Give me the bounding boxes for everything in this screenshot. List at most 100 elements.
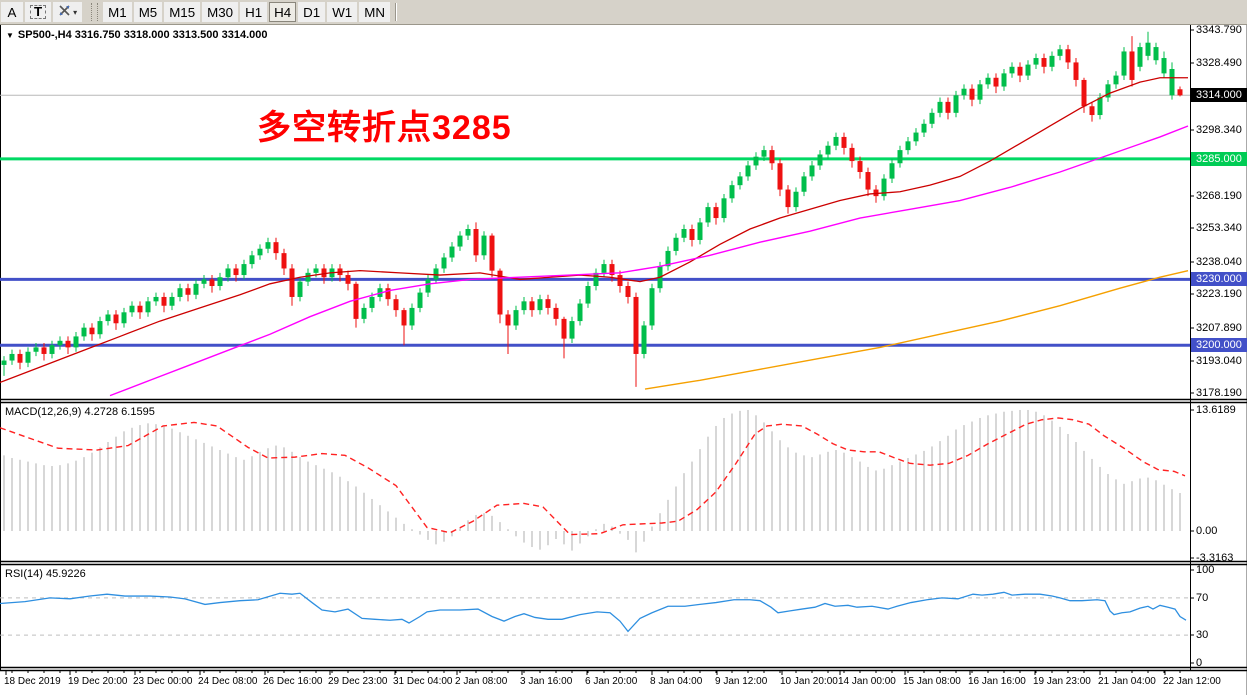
candle-body[interactable] <box>1041 58 1047 67</box>
candle-body[interactable] <box>121 312 127 324</box>
candle-body[interactable] <box>689 229 695 240</box>
candle-body[interactable] <box>233 268 239 276</box>
timeframe-button-m1[interactable]: M1 <box>103 2 132 22</box>
candle-body[interactable] <box>89 327 95 335</box>
candle-body[interactable] <box>961 88 967 96</box>
candle-body[interactable] <box>1105 84 1111 98</box>
candle-body[interactable] <box>705 207 711 223</box>
candle-body[interactable] <box>609 264 615 276</box>
candle-body[interactable] <box>873 189 879 197</box>
candle-body[interactable] <box>921 123 927 133</box>
candle-body[interactable] <box>1121 51 1127 76</box>
candle-body[interactable] <box>729 185 735 199</box>
candle-body[interactable] <box>545 299 551 308</box>
candle-body[interactable] <box>1081 79 1087 107</box>
candle-body[interactable] <box>561 318 567 339</box>
candle-body[interactable] <box>113 314 119 324</box>
candle-body[interactable] <box>521 301 527 311</box>
candle-body[interactable] <box>145 301 151 313</box>
candle-body[interactable] <box>1153 47 1159 61</box>
candle-body[interactable] <box>713 207 719 219</box>
candle-body[interactable] <box>681 229 687 238</box>
timeframe-button-w1[interactable]: W1 <box>327 2 358 22</box>
candle-body[interactable] <box>1033 58 1039 65</box>
candle-body[interactable] <box>649 288 655 326</box>
candle-body[interactable] <box>465 229 471 236</box>
candle-body[interactable] <box>825 145 831 155</box>
candle-body[interactable] <box>969 88 975 100</box>
candle-body[interactable] <box>1169 68 1175 96</box>
candle-body[interactable] <box>617 275 623 287</box>
candle-body[interactable] <box>505 314 511 326</box>
candle-body[interactable] <box>777 163 783 190</box>
candle-body[interactable] <box>433 268 439 280</box>
timeframe-button-h4[interactable]: H4 <box>269 2 297 22</box>
candle-body[interactable] <box>585 286 591 304</box>
candle-body[interactable] <box>345 275 351 284</box>
candle-body[interactable] <box>577 303 583 322</box>
candle-body[interactable] <box>249 255 255 265</box>
candle-body[interactable] <box>313 268 319 273</box>
candle-body[interactable] <box>553 307 559 319</box>
candle-body[interactable] <box>833 136 839 146</box>
candle-body[interactable] <box>513 310 519 326</box>
candle-body[interactable] <box>409 307 415 326</box>
candle-body[interactable] <box>361 307 367 319</box>
candle-body[interactable] <box>673 237 679 251</box>
candle-body[interactable] <box>441 257 447 269</box>
timeframe-button-mn[interactable]: MN <box>359 2 390 22</box>
symbol-dropdown-icon[interactable]: ▼ <box>6 31 14 40</box>
candle-body[interactable] <box>473 229 479 256</box>
candle-body[interactable] <box>1017 66 1023 76</box>
candle-body[interactable] <box>881 178 887 197</box>
candle-body[interactable] <box>265 242 271 249</box>
candle-body[interactable] <box>697 222 703 240</box>
candle-body[interactable] <box>225 268 231 278</box>
candle-body[interactable] <box>201 279 207 284</box>
candle-body[interactable] <box>273 242 279 254</box>
candle-body[interactable] <box>241 264 247 276</box>
candle-body[interactable] <box>1129 51 1135 80</box>
candle-body[interactable] <box>889 163 895 179</box>
candle-body[interactable] <box>945 101 951 113</box>
timeframe-button-h1[interactable]: H1 <box>240 2 268 22</box>
candle-body[interactable] <box>801 176 807 192</box>
candle-body[interactable] <box>73 336 79 348</box>
candle-body[interactable] <box>81 327 87 337</box>
candle-body[interactable] <box>1161 58 1167 74</box>
candle-body[interactable] <box>1113 75 1119 85</box>
candle-body[interactable] <box>401 310 407 326</box>
candle-body[interactable] <box>929 112 935 124</box>
candle-body[interactable] <box>985 77 991 85</box>
candle-body[interactable] <box>953 95 959 113</box>
candle-body[interactable] <box>841 136 847 148</box>
candle-body[interactable] <box>737 176 743 186</box>
candle-body[interactable] <box>281 253 287 269</box>
toolbar-drag-handle[interactable] <box>91 3 99 21</box>
candle-body[interactable] <box>993 77 999 87</box>
candle-body[interactable] <box>1177 89 1183 96</box>
candle-body[interactable] <box>353 283 359 319</box>
candle-body[interactable] <box>161 296 167 306</box>
candle-body[interactable] <box>185 288 191 295</box>
timeframe-button-m30[interactable]: M30 <box>202 2 239 22</box>
candle-body[interactable] <box>1065 49 1071 63</box>
candle-body[interactable] <box>1057 49 1063 56</box>
candle-body[interactable] <box>937 101 943 113</box>
candle-body[interactable] <box>1009 66 1015 74</box>
candle-body[interactable] <box>305 272 311 282</box>
candle-body[interactable] <box>497 270 503 315</box>
candle-body[interactable] <box>481 235 487 256</box>
candle-body[interactable] <box>369 296 375 308</box>
candle-body[interactable] <box>625 286 631 297</box>
candle-body[interactable] <box>897 150 903 164</box>
candle-body[interactable] <box>129 305 135 313</box>
timeframe-button-m15[interactable]: M15 <box>164 2 201 22</box>
candle-body[interactable] <box>1025 64 1031 76</box>
candle-body[interactable] <box>385 288 391 300</box>
candle-body[interactable] <box>193 283 199 295</box>
candle-body[interactable] <box>1073 62 1079 80</box>
candle-body[interactable] <box>425 279 431 293</box>
candle-body[interactable] <box>9 353 15 361</box>
candle-body[interactable] <box>593 272 599 287</box>
